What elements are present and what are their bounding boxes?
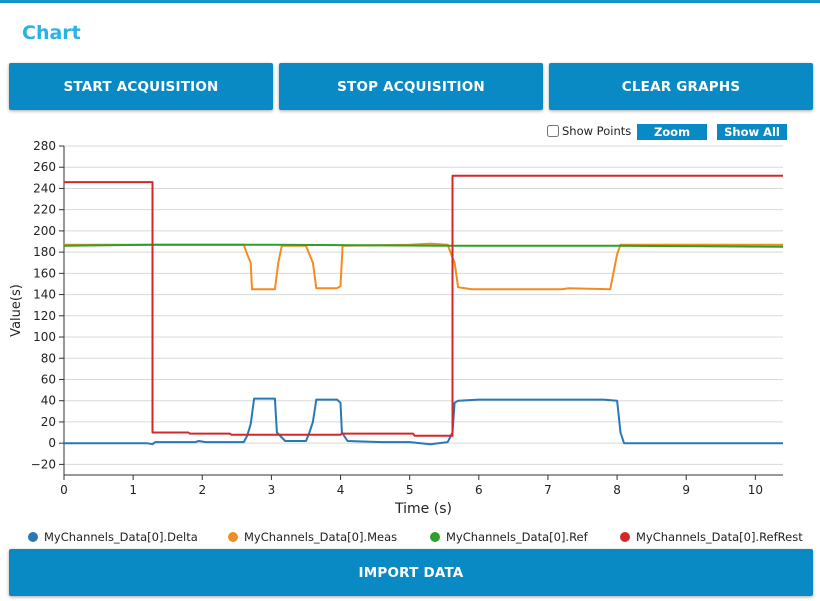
legend-label: MyChannels_Data[0].Ref [446, 530, 588, 544]
series-line-0 [64, 397, 783, 446]
y-tick-label: 60 [41, 372, 56, 386]
show-points-label: Show Points [562, 124, 632, 138]
y-tick-label: 40 [41, 394, 56, 408]
legend-label: MyChannels_Data[0].Delta [44, 530, 198, 544]
import-data-button[interactable]: IMPORT DATA [9, 549, 813, 596]
y-tick-label: 160 [33, 266, 56, 280]
legend-item[interactable]: MyChannels_Data[0].Delta [28, 530, 198, 544]
y-tick-label: −20 [31, 457, 56, 471]
y-tick-label: 0 [48, 436, 56, 450]
y-tick-label: 120 [33, 309, 56, 323]
legend-item[interactable]: MyChannels_Data[0].RefRest [620, 530, 803, 544]
show-all-button[interactable]: Show All [717, 124, 787, 140]
x-tick-label: 2 [198, 483, 206, 497]
x-tick-label: 1 [129, 483, 137, 497]
y-tick-label: 220 [33, 203, 56, 217]
chart-series [63, 174, 784, 446]
x-tick-label: 0 [60, 483, 68, 497]
x-tick-label: 4 [337, 483, 345, 497]
line-chart[interactable]: −200204060801001201401601802002202402602… [0, 138, 820, 528]
y-tick-label: 280 [33, 139, 56, 153]
x-tick-label: 5 [406, 483, 414, 497]
clear-graphs-button[interactable]: CLEAR GRAPHS [549, 63, 813, 110]
legend-dot-icon [228, 532, 238, 542]
start-acquisition-button[interactable]: START ACQUISITION [9, 63, 273, 110]
legend-item[interactable]: MyChannels_Data[0].Meas [228, 530, 397, 544]
y-tick-label: 260 [33, 160, 56, 174]
show-points-toggle[interactable]: Show Points [547, 124, 631, 138]
chart-axes: −200204060801001201401601802002202402602… [31, 139, 783, 497]
chart-grid [64, 145, 783, 465]
y-tick-label: 140 [33, 288, 56, 302]
y-tick-label: 240 [33, 181, 56, 195]
y-tick-label: 180 [33, 245, 56, 259]
x-tick-label: 9 [682, 483, 690, 497]
x-tick-label: 3 [268, 483, 276, 497]
x-tick-label: 10 [748, 483, 763, 497]
top-accent-bar [0, 0, 820, 3]
y-tick-label: 20 [41, 415, 56, 429]
show-points-checkbox[interactable] [547, 125, 559, 137]
legend-item[interactable]: MyChannels_Data[0].Ref [430, 530, 588, 544]
stop-acquisition-button[interactable]: STOP ACQUISITION [279, 63, 543, 110]
x-tick-label: 8 [613, 483, 621, 497]
page-title: Chart [22, 22, 81, 44]
y-axis-label: Value(s) [9, 284, 24, 337]
legend-dot-icon [620, 532, 630, 542]
legend-label: MyChannels_Data[0].RefRest [636, 530, 803, 544]
series-line-3 [64, 174, 783, 437]
y-tick-label: 100 [33, 330, 56, 344]
zoom-button[interactable]: Zoom [637, 124, 707, 140]
x-axis-label: Time (s) [394, 501, 452, 517]
legend-dot-icon [430, 532, 440, 542]
legend-dot-icon [28, 532, 38, 542]
y-tick-label: 200 [33, 224, 56, 238]
y-tick-label: 80 [41, 351, 56, 365]
legend-label: MyChannels_Data[0].Meas [244, 530, 398, 544]
x-tick-label: 7 [544, 483, 552, 497]
series-line-1 [64, 242, 783, 291]
series-line-2 [63, 243, 784, 248]
chart-legend: MyChannels_Data[0].Delta MyChannels_Data[… [0, 530, 820, 546]
x-tick-label: 6 [475, 483, 483, 497]
